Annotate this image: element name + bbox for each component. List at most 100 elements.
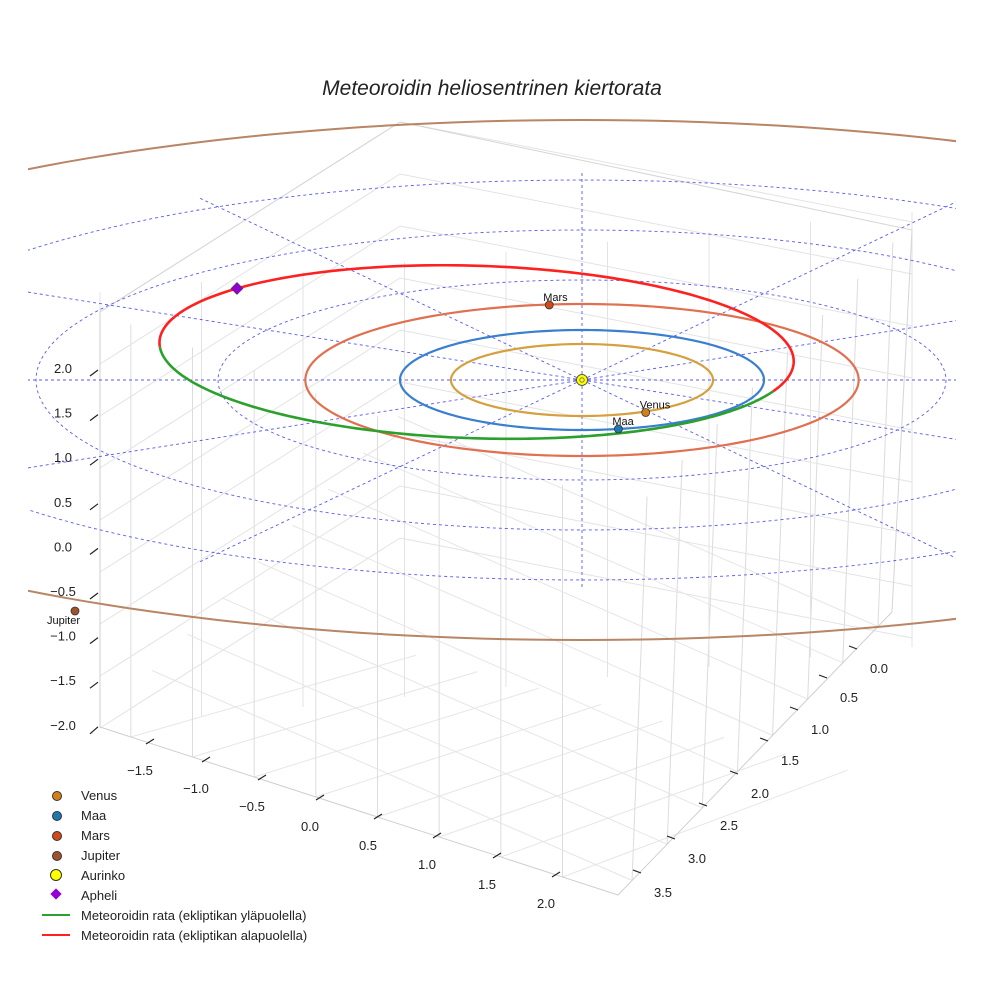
sun-core <box>579 377 585 383</box>
z-tick-mark <box>89 547 99 555</box>
planet-maa-marker <box>614 424 623 434</box>
legend-swatch <box>40 848 72 862</box>
x-tick-label: 2.0 <box>537 896 555 911</box>
radial-spoke <box>28 379 583 469</box>
sun-marker <box>576 374 588 386</box>
y-tick-mark <box>759 737 769 742</box>
grid-line <box>631 496 648 881</box>
y-tick-mark <box>632 869 642 874</box>
bodies: Venus Maa Mars Jupiter <box>47 282 671 627</box>
grid-line <box>377 720 663 818</box>
x-tick-mark <box>432 832 442 839</box>
orbit-mars <box>304 302 860 458</box>
reference-ring <box>217 279 947 481</box>
legend-label: Jupiter <box>81 847 121 863</box>
axis-box-edge <box>99 312 893 896</box>
grid-line <box>222 597 703 809</box>
grid-line <box>192 671 478 758</box>
grid-line <box>99 485 401 677</box>
grid-line <box>439 736 725 838</box>
y-tick-mark <box>848 645 858 650</box>
grid-line <box>399 277 913 379</box>
radial-spoke <box>199 197 583 381</box>
grid-line <box>257 561 738 773</box>
planet-jupiter-label: Jupiter <box>47 615 80 627</box>
x-tick-label: −1.5 <box>127 763 153 778</box>
x-tick-mark <box>315 794 325 801</box>
planet-maa-label: Maa <box>612 416 634 428</box>
y-tick-label: 2.0 <box>751 786 769 801</box>
grid-line <box>807 315 824 700</box>
legend-label: Apheli <box>81 887 118 903</box>
z-tick-mark <box>89 503 99 511</box>
z-tick-label: 0.0 <box>54 539 72 554</box>
y-tick-label: 0.5 <box>840 690 858 705</box>
y-tick-label: 1.5 <box>781 753 799 768</box>
grid-line <box>399 381 913 483</box>
planet-jupiter-marker <box>70 606 80 616</box>
grid-line <box>736 387 753 772</box>
x-tick-label: 1.5 <box>478 877 496 892</box>
z-tick-mark <box>89 592 99 600</box>
radial-spoke <box>199 379 583 563</box>
axis-grid <box>99 121 913 896</box>
x-tick-mark <box>373 813 383 820</box>
legend-label: Meteoroidin rata (ekliptikan yläpuolella… <box>81 907 307 923</box>
legend-item: Jupiter <box>40 845 307 865</box>
legend-item: Maa <box>40 805 307 825</box>
z-tick-label: 0.5 <box>54 495 72 510</box>
legend-label: Mars <box>81 827 110 843</box>
z-tick-label: −1.5 <box>50 673 76 688</box>
grid-line <box>399 225 913 327</box>
z-tick-mark <box>89 637 99 645</box>
meteoroid-orbit-above <box>158 346 775 441</box>
x-tick-label: 0.0 <box>301 819 319 834</box>
planet-mars-marker <box>544 300 554 310</box>
legend-swatch <box>40 928 72 942</box>
y-tick-mark <box>698 802 708 807</box>
grid-line <box>186 633 668 845</box>
z-tick-mark <box>89 681 99 689</box>
grid-line <box>399 537 913 639</box>
x-tick-mark <box>201 756 211 763</box>
x-tick-mark <box>492 852 502 859</box>
grid-line <box>399 433 913 535</box>
legend-swatch <box>40 828 72 842</box>
chart-title: Meteoroidin heliosentrinen kiertorata <box>322 77 662 100</box>
planet-venus-label: Venus <box>640 400 671 412</box>
legend-swatch <box>40 908 72 922</box>
y-tick-label: 3.5 <box>654 885 672 900</box>
grid-line <box>99 381 401 573</box>
legend-item: Meteoroidin rata (ekliptikan alapuolella… <box>40 925 307 945</box>
legend-item: Apheli <box>40 885 307 905</box>
legend-swatch <box>40 868 72 882</box>
z-tick-mark <box>89 726 99 735</box>
grid-line <box>151 670 633 881</box>
legend-swatch <box>40 788 72 802</box>
y-tick-mark <box>789 706 799 711</box>
grid-line <box>99 433 401 625</box>
planet-venus-marker <box>641 408 651 417</box>
aphelion-marker <box>230 282 244 295</box>
x-tick-mark <box>257 774 267 781</box>
z-tick-label: 2.0 <box>54 361 72 376</box>
legend: Venus Maa Mars Jupiter Aurinko Apheli Meteoroi… <box>40 785 307 945</box>
grid-line <box>99 225 401 417</box>
grid-line <box>292 524 773 736</box>
grid-line <box>99 173 401 365</box>
legend-label: Maa <box>81 807 107 823</box>
grid-line <box>562 769 848 878</box>
grid-line <box>399 485 913 587</box>
grid-line <box>701 423 718 808</box>
legend-label: Meteoroidin rata (ekliptikan alapuolella… <box>81 927 308 943</box>
legend-swatch <box>40 808 72 822</box>
legend-label: Aurinko <box>81 867 126 883</box>
z-tick-label: 1.5 <box>54 406 72 421</box>
grid-line <box>772 351 789 736</box>
grid-line <box>315 704 601 798</box>
grid-line <box>327 488 808 700</box>
orbit-maa <box>398 328 766 432</box>
meteoroid-orbit-below <box>158 263 796 393</box>
grid-line <box>130 654 416 738</box>
